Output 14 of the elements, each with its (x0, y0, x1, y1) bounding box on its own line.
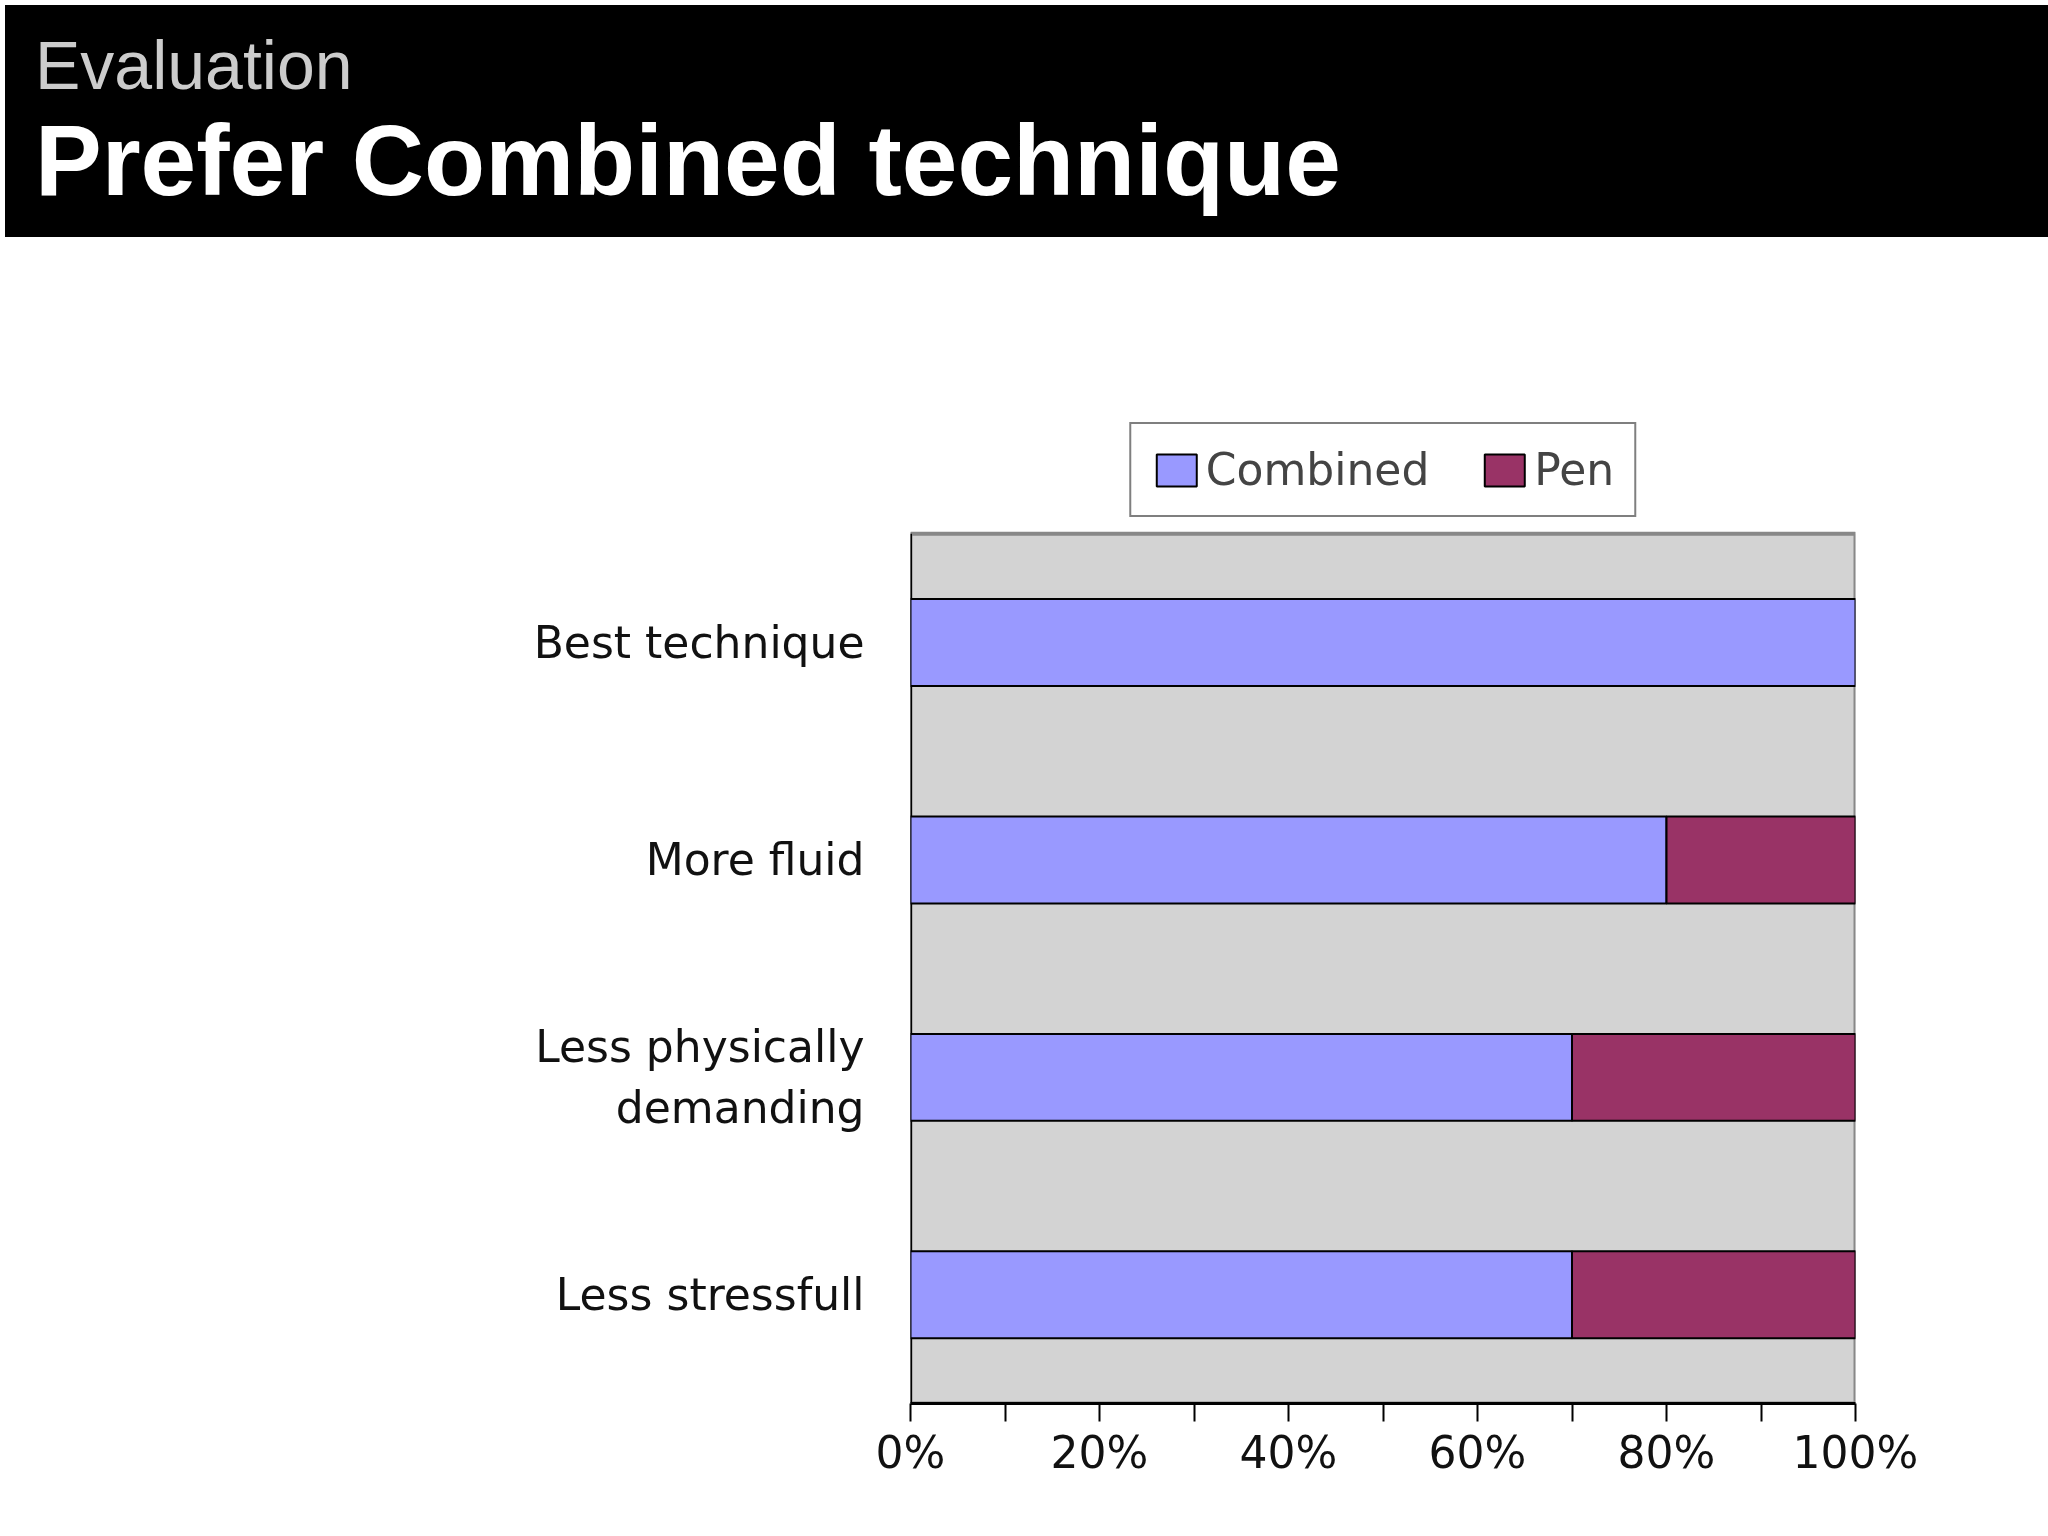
y-tick-label: Best technique (533, 617, 865, 669)
y-tick-label: Less physically demanding (535, 1021, 865, 1134)
x-tick-label: 100% (1792, 1426, 1919, 1478)
x-tick-label: 80% (1617, 1426, 1716, 1478)
y-tick-label: Less stressfull (555, 1269, 865, 1321)
x-tick-label: 20% (1050, 1426, 1149, 1478)
x-tick-label: 40% (1239, 1426, 1338, 1478)
x-tick-label: 60% (1428, 1426, 1527, 1478)
legend-label: Pen (1534, 444, 1615, 495)
x-tick-label: 0% (875, 1426, 946, 1478)
y-tick-label: More fluid (645, 834, 865, 886)
legend-label: Combined (1205, 444, 1430, 495)
chart-title: Prefer Combined technique (35, 104, 1341, 216)
text: Evaluation (35, 26, 354, 105)
